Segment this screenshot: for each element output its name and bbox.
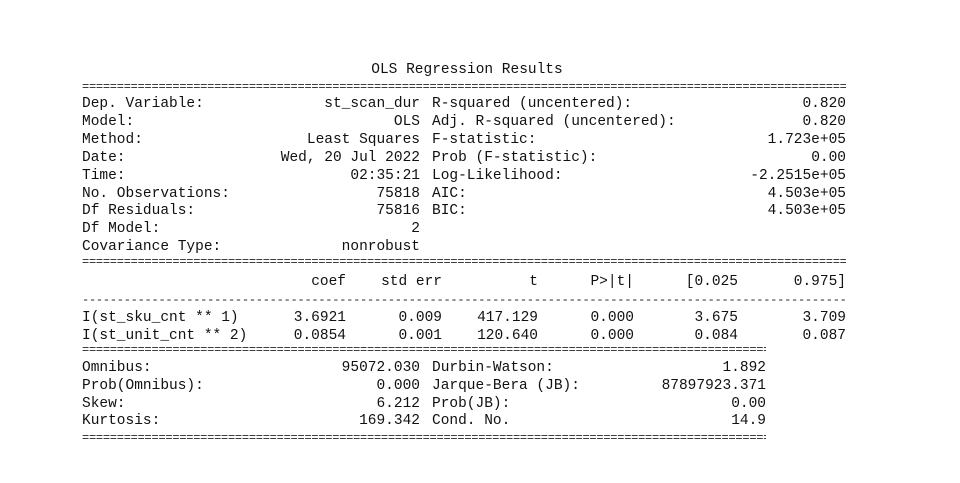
coef-cell: 0.000 [590, 327, 634, 344]
stat-value: 0.00 [811, 149, 846, 166]
stat-value: 02:35:21 [350, 167, 420, 184]
diag-value: 6.212 [376, 395, 420, 412]
stat-value: 75818 [376, 185, 420, 202]
stat-label: Time: [82, 167, 126, 184]
table-divider: ========================================… [82, 432, 766, 444]
stat-label: Df Model: [82, 221, 161, 238]
diag-label: Prob(JB): [432, 395, 511, 412]
coef-column-header: 0.975] [793, 274, 846, 290]
summary-title: OLS Regression Results [371, 62, 563, 78]
stat-value: Wed, 20 Jul 2022 [280, 149, 420, 166]
coef-column-header: coef [311, 274, 346, 290]
coef-cell: 0.009 [398, 310, 442, 326]
stat-label: Method: [82, 131, 143, 148]
stat-value: -2.2515e+05 [750, 167, 846, 184]
diag-label: Cond. No. [432, 413, 511, 430]
stat-value: 4.503e+05 [767, 203, 846, 220]
stat-label: F-statistic: [432, 131, 537, 148]
stat-value: Least Squares [306, 131, 420, 148]
table-divider: ========================================… [82, 256, 846, 268]
table-divider: ----------------------------------------… [82, 294, 846, 306]
coef-cell: 0.0854 [293, 327, 346, 344]
table-divider: ========================================… [82, 81, 846, 93]
diag-label: Omnibus: [82, 360, 152, 376]
stat-label: BIC: [432, 203, 467, 220]
stat-value: 1.723e+05 [767, 131, 846, 148]
diag-value: 14.9 [731, 413, 766, 430]
stat-label: No. Observations: [82, 185, 230, 202]
stat-label: Date: [82, 149, 126, 166]
coef-cell: 0.001 [398, 327, 442, 344]
diag-label: Skew: [82, 395, 126, 412]
coef-cell: 417.129 [477, 310, 538, 326]
coef-cell: 3.6921 [293, 310, 346, 326]
stat-value: st_scan_dur [324, 96, 420, 112]
diag-label: Jarque-Bera (JB): [432, 377, 580, 394]
stat-label: R-squared (uncentered): [432, 96, 633, 112]
diag-label: Prob(Omnibus): [82, 377, 204, 394]
stat-value: 75816 [376, 203, 420, 220]
stat-label: Dep. Variable: [82, 96, 204, 112]
stat-label: Prob (F-statistic): [432, 149, 598, 166]
coef-cell: 0.000 [590, 310, 634, 326]
diag-value: 169.342 [359, 413, 420, 430]
diag-value: 0.000 [376, 377, 420, 394]
diag-value: 0.00 [731, 395, 766, 412]
stat-label: Df Residuals: [82, 203, 196, 220]
diag-value: 87897923.371 [661, 377, 766, 394]
stat-value: 0.820 [802, 113, 846, 130]
coef-column-header: std err [381, 274, 442, 290]
stat-value: OLS [393, 113, 420, 130]
stat-label: Log-Likelihood: [432, 167, 563, 184]
coef-cell: 0.087 [802, 327, 846, 344]
coef-column-header: [0.025 [685, 274, 738, 290]
coef-column-header: P>|t| [590, 274, 634, 290]
diag-label: Durbin-Watson: [432, 360, 554, 376]
coef-cell: 0.084 [694, 327, 738, 344]
stat-value: 4.503e+05 [767, 185, 846, 202]
coef-row-name: I(st_unit_cnt ** 2) [82, 327, 248, 344]
stat-label: AIC: [432, 185, 467, 202]
diag-value: 1.892 [722, 360, 766, 376]
stat-label: Covariance Type: [82, 239, 222, 256]
coef-cell: 120.640 [477, 327, 538, 344]
stat-value: 0.820 [802, 96, 846, 112]
stat-value: 2 [411, 221, 420, 238]
diag-value: 95072.030 [341, 360, 420, 376]
stat-label: Model: [82, 113, 135, 130]
table-divider: ========================================… [82, 344, 766, 356]
stat-label: Adj. R-squared (uncentered): [432, 113, 676, 130]
diag-label: Kurtosis: [82, 413, 161, 430]
coef-row-name: I(st_sku_cnt ** 1) [82, 310, 239, 326]
coef-cell: 3.675 [694, 310, 738, 326]
coef-cell: 3.709 [802, 310, 846, 326]
stat-value: nonrobust [341, 239, 420, 256]
coef-column-header: t [529, 274, 538, 290]
